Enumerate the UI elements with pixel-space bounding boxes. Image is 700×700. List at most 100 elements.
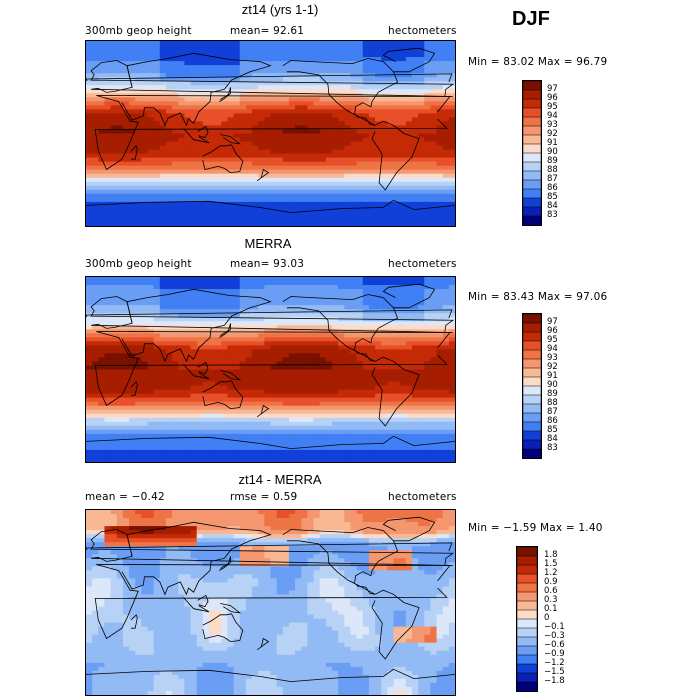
map-cell: [245, 45, 253, 50]
map-cell: [393, 113, 401, 119]
map-cell: [338, 161, 345, 167]
map-cell: [442, 221, 450, 226]
map-cell: [227, 105, 235, 110]
map-cell: [221, 165, 229, 171]
map-cell: [387, 165, 395, 171]
map-cell: [86, 421, 93, 427]
map-cell: [448, 165, 455, 171]
map-cell: [239, 101, 247, 106]
map-cell: [239, 125, 247, 131]
map-cell: [116, 317, 124, 322]
map-cell: [430, 209, 438, 215]
map-cell: [153, 201, 161, 207]
map-cell: [418, 181, 425, 187]
map-cell: [92, 313, 99, 318]
map-cell: [110, 309, 118, 314]
map-cell: [313, 353, 321, 359]
map-cell: [270, 81, 278, 86]
map-cell: [86, 57, 93, 62]
map-cell: [338, 373, 345, 379]
map-cell: [288, 77, 296, 82]
map-cell: [110, 73, 118, 78]
map-cell: [418, 149, 425, 155]
map-cell: [399, 137, 407, 143]
map-cell: [313, 129, 321, 135]
map-cell: [295, 45, 302, 50]
map-cell: [448, 209, 455, 215]
map-cell: [430, 113, 438, 119]
map-cell: [245, 321, 253, 326]
map-cell: [307, 165, 315, 171]
map-cell: [325, 45, 333, 50]
map-cell: [319, 133, 327, 139]
map-cell: [387, 353, 395, 359]
map-cell: [209, 209, 216, 215]
map-cell: [196, 301, 204, 306]
map-cell: [270, 305, 278, 310]
map-cell: [104, 381, 112, 387]
map-cell: [430, 205, 438, 211]
map-cell: [122, 413, 130, 419]
map-cell: [295, 297, 302, 302]
map-cell: [165, 121, 173, 127]
map-cell: [319, 369, 327, 375]
map-cell: [159, 181, 167, 187]
map-cell: [215, 345, 222, 350]
map-cell: [92, 85, 99, 90]
map-cell: [153, 89, 161, 94]
map-cell: [159, 289, 167, 294]
map-cell: [362, 189, 370, 195]
map-cell: [344, 401, 352, 407]
map-cell: [258, 197, 265, 203]
map-cell: [405, 165, 413, 171]
map-cell: [86, 201, 93, 207]
map-cell: [307, 361, 315, 367]
map-cell: [418, 153, 425, 159]
map-cell: [196, 61, 204, 66]
map-cell: [436, 365, 444, 371]
map-cell: [178, 153, 185, 159]
map-cell: [184, 97, 192, 102]
map-cell: [405, 197, 413, 203]
map-cell: [92, 197, 99, 203]
map-cell: [442, 409, 450, 415]
map-cell: [178, 149, 185, 155]
map-cell: [233, 209, 241, 215]
map-cell: [122, 197, 130, 203]
map-cell: [264, 381, 272, 387]
map-cell: [270, 197, 278, 203]
map-cell: [98, 417, 106, 423]
map-cell: [325, 353, 333, 359]
map-cell: [227, 317, 235, 322]
map-cell: [221, 357, 229, 363]
map-cell: [264, 77, 272, 82]
map-cell: [215, 137, 222, 143]
map-cell: [313, 149, 321, 155]
map-cell: [153, 153, 161, 159]
map-cell: [252, 189, 259, 195]
map-cell: [436, 313, 444, 318]
map-cell: [307, 137, 315, 143]
map-cell: [202, 141, 210, 147]
map-cell: [258, 153, 265, 159]
map-cell: [264, 49, 272, 54]
map-cell: [147, 281, 155, 286]
map-cell: [356, 53, 364, 58]
map-cell: [338, 109, 345, 114]
map-cell: [430, 217, 438, 223]
map-cell: [215, 201, 222, 207]
map-cell: [393, 181, 401, 187]
map-cell: [92, 137, 99, 143]
map-cell: [159, 365, 167, 371]
map-cell: [356, 377, 364, 383]
map-cell: [350, 361, 358, 367]
map-cell: [110, 185, 118, 191]
map-cell: [264, 361, 272, 367]
map-cell: [424, 65, 431, 70]
map-cell: [215, 153, 222, 159]
map-cell: [239, 81, 247, 86]
map-cell: [381, 181, 388, 187]
map-cell: [405, 101, 413, 106]
map-cell: [122, 345, 130, 350]
map-cell: [387, 41, 395, 46]
